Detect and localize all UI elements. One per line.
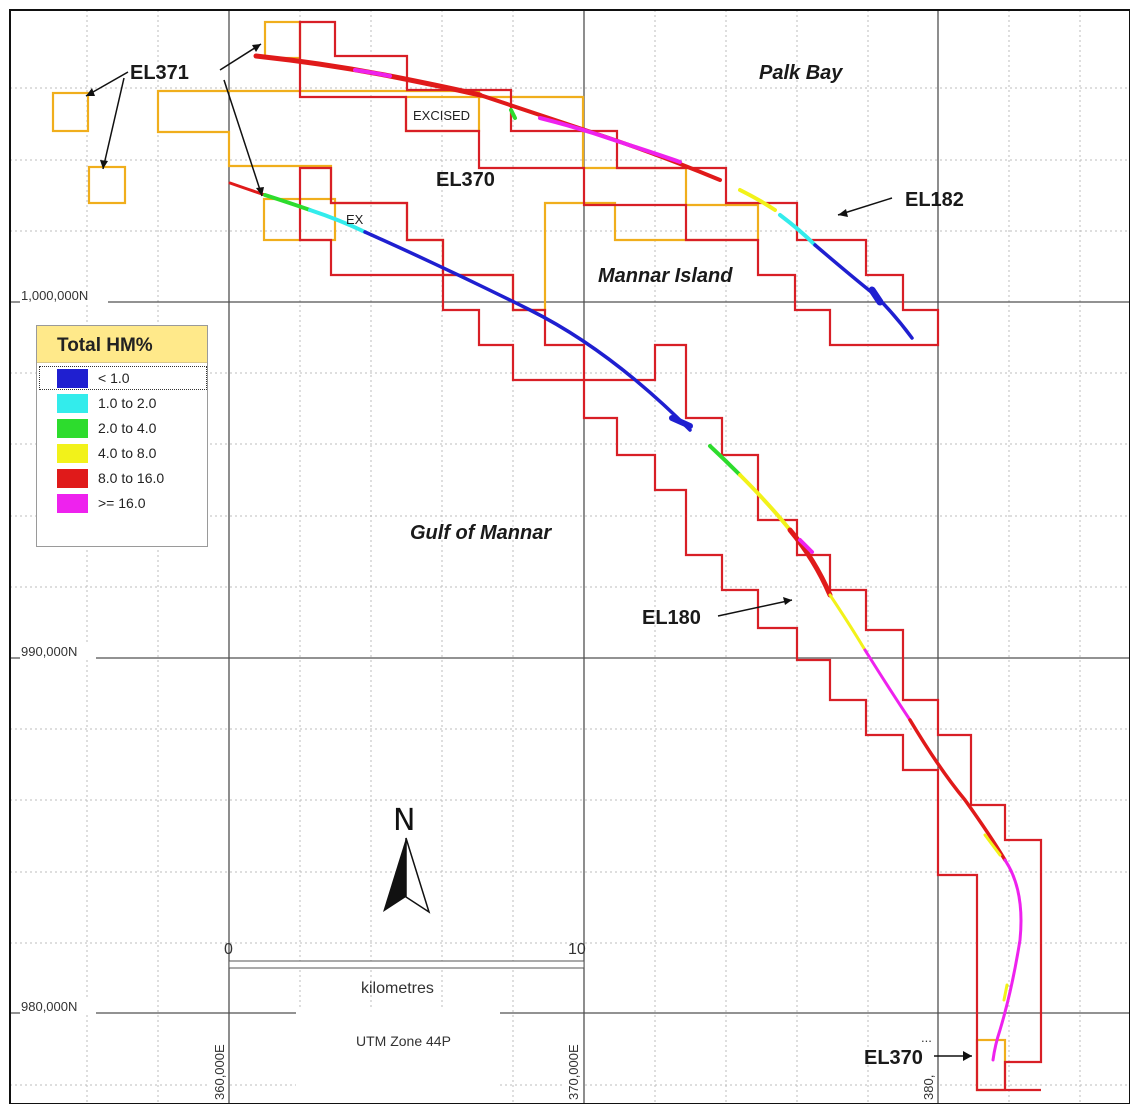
trace-north-magenta-2 (538, 116, 682, 164)
trace-south-yellow (738, 473, 792, 532)
easting-370000-label: 370,000E (566, 1044, 581, 1100)
north-arrow: N (383, 803, 431, 914)
legend-item-1-2[interactable]: 1.0 to 2.0 (57, 393, 156, 413)
legend-label: 1.0 to 2.0 (98, 395, 157, 411)
annotation-arrows (85, 43, 972, 1057)
trace-south-mixed (908, 718, 1007, 862)
legend-swatch (57, 468, 88, 488)
legend: Total HM% < 1.0 1.0 to 2.0 2.0 to 4.0 4.… (36, 325, 208, 547)
trace-south-blue (363, 230, 692, 432)
trace-north-red (253, 53, 483, 98)
el371-block-west-2 (87, 165, 127, 205)
el371-label: EL371 (130, 62, 189, 84)
excised-label: EXCISED (413, 108, 470, 123)
trace-north-green (509, 108, 517, 120)
el370-north-label: EL370 (436, 169, 495, 191)
el182-label: EL182 (905, 189, 964, 211)
trace-south-cyan (308, 208, 367, 234)
trace-south-green (263, 193, 312, 212)
trace-north-magenta-1 (353, 68, 392, 78)
legend-swatch (57, 393, 88, 413)
legend-item-lt-1[interactable]: < 1.0 (39, 366, 207, 390)
trace-north-blue-blob (868, 286, 884, 306)
trace-south-red-start (228, 181, 267, 197)
legend-title: Total HM% (37, 326, 207, 363)
el370-south-label: EL370 (864, 1047, 923, 1069)
legend-item-4-8[interactable]: 4.0 to 8.0 (57, 443, 156, 463)
north-arrow-left (383, 838, 406, 912)
arrow-heads (86, 44, 972, 1061)
legend-swatch (57, 368, 88, 388)
gulf-of-mannar-label: Gulf of Mannar (410, 522, 552, 544)
legend-swatch (57, 493, 88, 513)
scale-bar: 0 10 kilometres (224, 941, 586, 997)
trace-north-yellow (738, 188, 777, 212)
legend-item-2-4[interactable]: 2.0 to 4.0 (57, 418, 156, 438)
north-arrow-right (405, 837, 431, 914)
ex-label: EX (346, 212, 364, 227)
el182-boundary (298, 20, 940, 347)
scale-end-label: 10 (568, 941, 586, 958)
trace-south-magenta (798, 538, 814, 554)
legend-label: < 1.0 (98, 370, 130, 386)
mannar-island-label: Mannar Island (598, 265, 733, 287)
trace-south-yellow-4 (1002, 983, 1009, 1002)
legend-label: 8.0 to 16.0 (98, 470, 165, 486)
easting-380000-label: 380, (921, 1075, 936, 1100)
legend-label: >= 16.0 (98, 495, 146, 511)
northing-990000-label: 990,000N (21, 644, 77, 659)
north-arrow-letter: N (393, 803, 415, 838)
trace-south-blue-blob (669, 415, 693, 429)
projection-label: UTM Zone 44P (356, 1033, 451, 1049)
scale-start-label: 0 (224, 941, 233, 958)
legend-label: 2.0 to 4.0 (98, 420, 157, 436)
northing-980000-label: 980,000N (21, 999, 77, 1014)
trace-south-magenta-2 (863, 648, 912, 722)
northing-1000000-label: 1,000,000N (21, 288, 88, 303)
trace-south-red (787, 527, 833, 598)
el180-boundary (298, 166, 1043, 1092)
trace-north-cyan (778, 213, 817, 247)
easting-360000-label: 360,000E (212, 1044, 227, 1100)
grid-ellipsis: ... (921, 1030, 932, 1045)
trace-south-yellow-2 (828, 593, 867, 652)
trace-south-yellow-3 (983, 833, 1002, 857)
legend-label: 4.0 to 8.0 (98, 445, 157, 461)
palk-bay-label: Palk Bay (759, 62, 843, 84)
legend-swatch (57, 418, 88, 438)
hm-sample-traces (228, 53, 1023, 1062)
major-grid (10, 10, 1130, 1104)
legend-item-gte-16[interactable]: >= 16.0 (57, 493, 146, 513)
legend-item-8-16[interactable]: 8.0 to 16.0 (57, 468, 164, 488)
map-frame (9, 9, 1130, 1104)
scale-unit-label: kilometres (361, 980, 434, 997)
el371-block-west-1 (51, 91, 90, 133)
trace-south-magenta-3 (991, 858, 1023, 1062)
trace-south-green-2 (708, 444, 742, 477)
el180-label: EL180 (642, 607, 701, 629)
el180-el182-boundaries (298, 20, 1043, 1092)
legend-swatch (57, 443, 88, 463)
